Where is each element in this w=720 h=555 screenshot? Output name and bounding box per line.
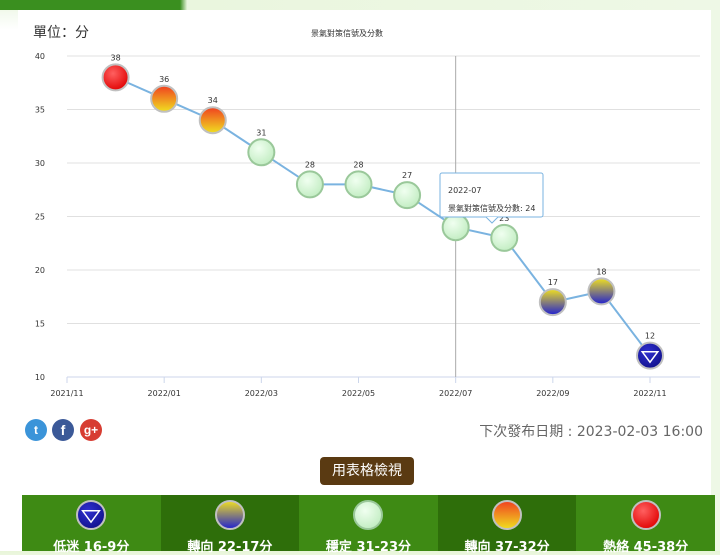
legend-signal	[492, 500, 523, 530]
green-signal-icon	[353, 500, 384, 530]
tooltip-date: 2022-07	[448, 186, 481, 195]
red-signal-icon	[630, 500, 661, 530]
signal-circle	[76, 500, 107, 530]
signal-circle	[636, 341, 664, 370]
x-tick-label: 2022/11	[633, 389, 666, 398]
yellow-red-signal-icon	[492, 500, 523, 530]
data-label: 31	[256, 128, 266, 137]
data-label: 28	[305, 160, 315, 169]
x-tick-label: 2022/05	[342, 389, 375, 398]
legend-item-yellow-red: 轉向 37-32分	[437, 495, 577, 555]
x-tick-label: 2022/07	[439, 389, 472, 398]
data-point	[247, 138, 276, 167]
y-tick-label: 35	[35, 106, 45, 115]
data-label: 34	[208, 96, 218, 105]
top-strip	[0, 0, 720, 10]
down-triangle-icon	[640, 350, 660, 364]
legend-signal	[76, 500, 107, 530]
signal-circle	[214, 500, 245, 530]
data-point	[393, 181, 422, 210]
legend-signal	[353, 500, 384, 530]
data-point	[490, 223, 519, 252]
data-label: 23	[499, 214, 509, 223]
signal-circle	[393, 181, 422, 210]
signal-circle	[101, 63, 130, 92]
chart-title: 景氣對策信號及分數	[311, 28, 383, 38]
data-point	[101, 63, 130, 92]
data-point	[344, 170, 373, 199]
y-tick-label: 30	[35, 159, 45, 168]
data-point	[441, 213, 470, 242]
signal-circle	[441, 213, 470, 242]
tooltip-text: 景氣對策信號及分數: 24	[448, 203, 535, 213]
signal-circle	[353, 500, 384, 530]
legend-label: 轉向 22-17分	[187, 540, 273, 555]
y-tick-label: 10	[35, 373, 45, 382]
blue-signal-icon	[76, 500, 107, 530]
next-release-date: 下次發布日期 : 2023-02-03 16:00	[479, 424, 703, 440]
legend-item-green: 穩定 31-23分	[299, 495, 438, 555]
x-tick-label: 2022/03	[245, 389, 278, 398]
tooltip: 2022-07 景氣對策信號及分數: 24	[439, 172, 544, 224]
signal-circle	[150, 84, 179, 113]
facebook-share-button[interactable]: f	[52, 419, 74, 441]
data-label: 28	[353, 160, 363, 169]
data-point	[538, 288, 567, 317]
googleplus-share-button[interactable]: g+	[80, 419, 102, 441]
down-triangle-icon	[81, 510, 102, 524]
legend-signal	[214, 500, 245, 530]
signal-circle	[630, 500, 661, 530]
signal-circle	[490, 223, 519, 252]
signal-circle	[587, 277, 616, 306]
data-label: 12	[645, 332, 655, 341]
chart-panel	[18, 10, 711, 486]
legend-item-blue: 低迷 16-9分	[22, 495, 161, 555]
unit-label: 單位：分	[33, 25, 89, 41]
data-label: 17	[548, 278, 558, 287]
data-label: 27	[402, 171, 412, 180]
legend-item-red: 熱絡 45-38分	[576, 495, 715, 555]
y-tick-label: 15	[35, 320, 45, 329]
legend-label: 穩定 31-23分	[325, 540, 412, 555]
x-tick-label: 2021/11	[50, 389, 83, 398]
signal-legend: 低迷 16-9分 轉向 22-17分 穩定 31-23分 轉向 37-32分 熱…	[22, 495, 715, 555]
right-edge	[711, 10, 720, 551]
signal-circle	[538, 288, 567, 317]
y-tick-label: 40	[35, 52, 45, 61]
legend-signal	[630, 500, 661, 530]
signal-circle	[295, 170, 324, 199]
signal-circle	[492, 500, 523, 530]
signal-chart: 景氣對策信號及分數 10 15 20 25 30 35 40 2021/11 2022/01 20…	[35, 28, 700, 398]
x-tick-label: 2022/09	[536, 389, 569, 398]
legend-label: 熱絡 45-38分	[603, 540, 689, 555]
legend-item-yellow-blue: 轉向 22-17分	[160, 495, 300, 555]
table-view-button[interactable]: 用表格檢視	[320, 457, 414, 485]
signal-circle	[344, 170, 373, 199]
data-point	[295, 170, 324, 199]
data-label: 36	[159, 75, 169, 84]
legend-label: 轉向 37-32分	[464, 540, 550, 555]
legend-label: 低迷 16-9分	[53, 540, 130, 555]
data-point	[587, 277, 616, 306]
y-tick-label: 25	[35, 213, 45, 222]
data-label: 38	[110, 53, 120, 62]
yellow-blue-signal-icon	[214, 500, 245, 530]
signal-circle	[198, 106, 227, 135]
data-point	[198, 106, 227, 135]
data-label: 18	[596, 267, 606, 276]
x-tick-label: 2022/01	[148, 389, 181, 398]
signal-circle	[247, 138, 276, 167]
data-point	[636, 341, 664, 370]
twitter-share-button[interactable]: t	[25, 419, 47, 441]
y-tick-label: 20	[35, 266, 45, 275]
data-point	[150, 84, 179, 113]
